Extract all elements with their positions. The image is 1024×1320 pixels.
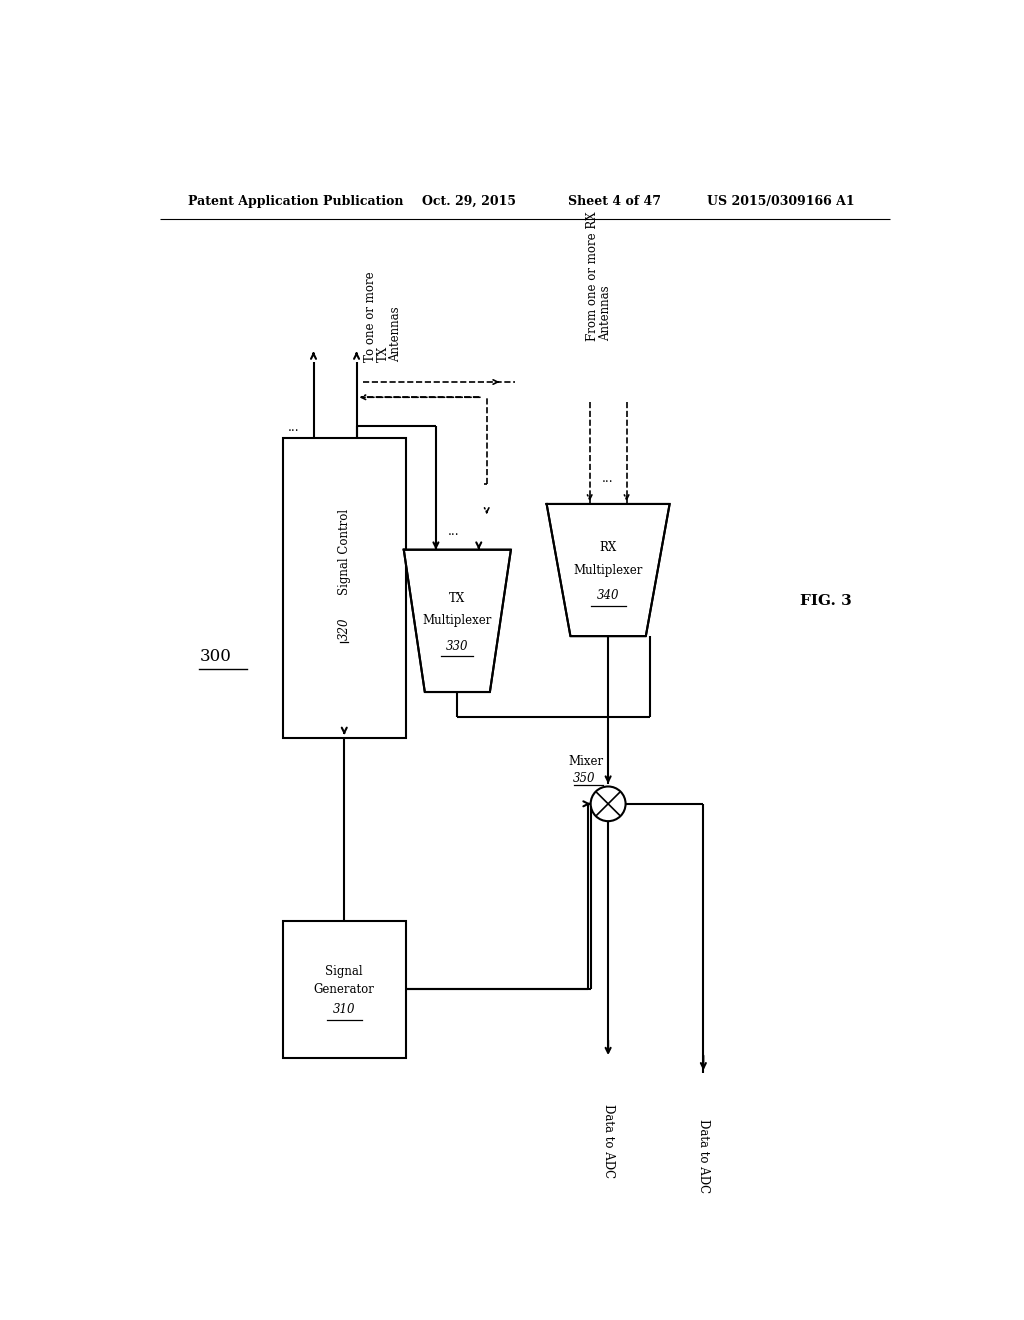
- Bar: [283, 921, 406, 1057]
- Text: Signal Control: Signal Control: [338, 510, 351, 595]
- Text: 340: 340: [597, 589, 620, 602]
- Text: 330: 330: [446, 640, 469, 653]
- Text: From one or more RX: From one or more RX: [586, 211, 599, 342]
- Text: Generator: Generator: [313, 983, 375, 995]
- Text: Data to ADC: Data to ADC: [697, 1119, 710, 1193]
- Text: Multiplexer: Multiplexer: [423, 614, 492, 627]
- Ellipse shape: [591, 787, 626, 821]
- Polygon shape: [403, 549, 511, 692]
- Text: ...: ...: [602, 473, 614, 484]
- Text: TX: TX: [450, 591, 466, 605]
- Bar: [283, 438, 406, 738]
- Text: To one or more: To one or more: [364, 271, 377, 362]
- Text: Oct. 29, 2015: Oct. 29, 2015: [422, 194, 516, 207]
- Text: US 2015/0309166 A1: US 2015/0309166 A1: [708, 194, 855, 207]
- Text: Sheet 4 of 47: Sheet 4 of 47: [568, 194, 662, 207]
- Polygon shape: [547, 504, 670, 636]
- Text: Signal: Signal: [326, 965, 364, 978]
- Text: Patent Application Publication: Patent Application Publication: [187, 194, 403, 207]
- Text: 310: 310: [333, 1003, 355, 1016]
- Text: 350: 350: [572, 772, 595, 785]
- Text: Data to ADC: Data to ADC: [602, 1104, 614, 1177]
- Text: Mixer: Mixer: [568, 755, 603, 767]
- Text: ...: ...: [447, 525, 459, 539]
- Text: FIG. 3: FIG. 3: [801, 594, 852, 607]
- Text: TX: TX: [377, 346, 390, 362]
- Text: 300: 300: [200, 648, 231, 665]
- Text: Antennas: Antennas: [389, 306, 402, 362]
- Text: Antennas: Antennas: [599, 285, 612, 342]
- Text: ...: ...: [288, 421, 299, 434]
- Text: Multiplexer: Multiplexer: [573, 564, 643, 577]
- Text: RX: RX: [599, 541, 616, 554]
- Text: 320: 320: [338, 618, 351, 640]
